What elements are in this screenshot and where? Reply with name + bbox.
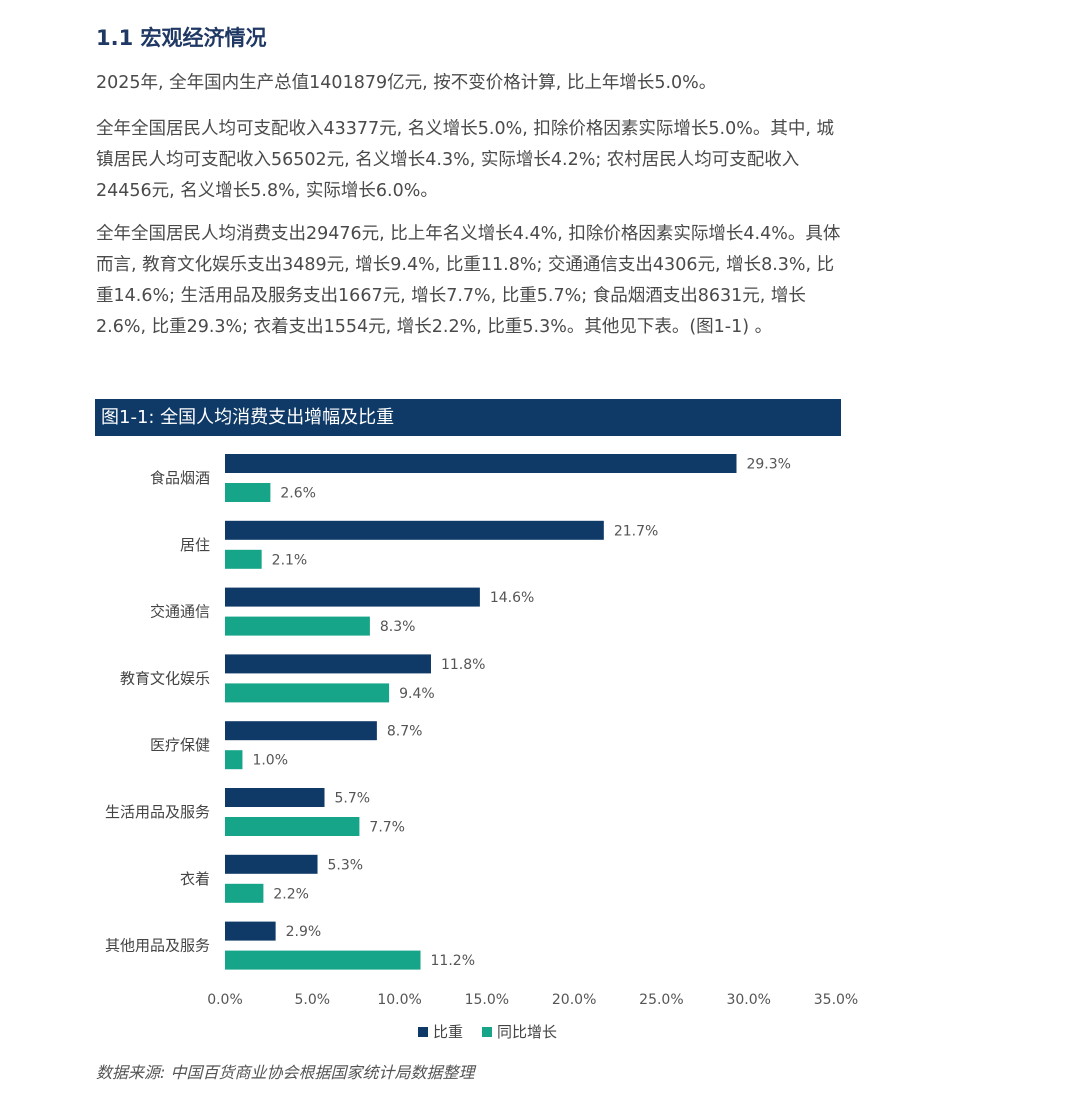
x-tick-label: 0.0% (207, 992, 243, 1008)
bar-share (225, 721, 377, 741)
category-label: 交通通信 (150, 603, 210, 621)
value-label-growth: 2.1% (272, 552, 308, 568)
section-title: 1.1 宏观经济情况 (96, 26, 267, 50)
x-tick-label: 10.0% (377, 992, 421, 1008)
bar-share (225, 587, 480, 607)
bar-share (225, 454, 737, 473)
bar-growth (225, 616, 370, 636)
bar-growth (225, 750, 243, 770)
value-label-share: 11.8% (441, 657, 485, 673)
bar-share (225, 854, 318, 874)
bar-share (225, 520, 604, 540)
value-label-growth: 2.2% (273, 886, 309, 902)
value-label-growth: 11.2% (431, 953, 475, 969)
bar-growth (225, 549, 262, 569)
legend-swatch-share (418, 1027, 428, 1037)
x-tick-label: 15.0% (465, 992, 509, 1008)
category-label: 居住 (180, 536, 210, 554)
bar-share (225, 788, 325, 807)
x-tick-label: 30.0% (726, 992, 770, 1008)
value-label-growth: 8.3% (380, 619, 416, 635)
category-label: 教育文化娱乐 (120, 669, 210, 687)
legend-swatch-growth (482, 1027, 492, 1037)
value-label-share: 29.3% (746, 457, 790, 473)
value-label-growth: 2.6% (280, 486, 316, 502)
bar-growth (225, 817, 360, 836)
category-label: 衣着 (180, 870, 210, 888)
category-label: 生活用品及服务 (105, 803, 210, 821)
x-tick-label: 20.0% (552, 992, 596, 1008)
value-label-share: 8.7% (387, 724, 423, 740)
category-label: 其他用品及服务 (105, 937, 210, 955)
bar-growth (225, 683, 390, 703)
bar-share (225, 654, 431, 674)
legend-label-share: 比重 (433, 1023, 463, 1041)
value-label-share: 5.3% (328, 857, 364, 873)
x-tick-label: 5.0% (294, 992, 330, 1008)
value-label-share: 5.7% (335, 791, 371, 807)
category-label: 医疗保健 (150, 736, 210, 754)
category-label: 食品烟酒 (150, 469, 210, 487)
value-label-growth: 9.4% (399, 686, 435, 702)
value-label-growth: 1.0% (252, 753, 288, 769)
value-label-share: 21.7% (614, 523, 658, 539)
value-label-share: 14.6% (490, 590, 534, 606)
legend-label-growth: 同比增长 (497, 1023, 557, 1041)
x-tick-label: 35.0% (814, 992, 858, 1008)
bar-growth (225, 950, 421, 970)
source-note: 数据来源: 中国百货商业协会根据国家统计局数据整理 (96, 1063, 475, 1082)
chart-header: 图1-1: 全国人均消费支出增幅及比重 (95, 399, 841, 436)
value-label-growth: 7.7% (369, 820, 405, 836)
bar-growth (225, 483, 271, 502)
bar-share (225, 921, 276, 941)
bar-growth (225, 883, 264, 903)
bar-chart: 食品烟酒 29.3% 2.6% 居住 21.7% 2.1% 交通通信 14.6% 8.3% 教育文… (105, 454, 858, 1041)
paragraph-consumption: 全年全国居民人均消费支出29476元, 比上年名义增长4.4%, 扣除价格因素实… (96, 224, 841, 337)
paragraph-income: 全年全国居民人均可支配收入43377元, 名义增长5.0%, 扣除价格因素实际增… (96, 119, 834, 201)
value-label-share: 2.9% (286, 924, 322, 940)
paragraph-gdp: 2025年, 全年国内生产总值1401879亿元, 按不变价格计算, 比上年增长… (96, 73, 717, 93)
x-tick-label: 25.0% (639, 992, 683, 1008)
